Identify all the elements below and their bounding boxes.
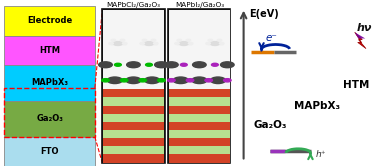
Bar xyxy=(169,10,230,89)
Circle shape xyxy=(140,43,144,44)
Text: Ga₂O₃: Ga₂O₃ xyxy=(36,114,63,123)
Bar xyxy=(169,122,230,130)
Bar xyxy=(103,130,164,138)
Circle shape xyxy=(192,77,207,84)
Circle shape xyxy=(151,39,156,41)
Circle shape xyxy=(99,62,112,68)
Circle shape xyxy=(211,77,226,84)
Circle shape xyxy=(205,79,212,82)
Circle shape xyxy=(113,42,122,45)
Circle shape xyxy=(217,39,222,41)
Text: HTM: HTM xyxy=(343,79,370,90)
Text: HTM: HTM xyxy=(39,46,60,55)
Circle shape xyxy=(164,62,178,68)
Bar xyxy=(5,101,95,137)
Circle shape xyxy=(144,42,153,45)
Circle shape xyxy=(120,39,125,41)
Circle shape xyxy=(109,43,113,44)
Bar xyxy=(103,10,164,89)
Circle shape xyxy=(122,43,127,44)
Circle shape xyxy=(179,42,188,45)
Text: Electrode: Electrode xyxy=(27,16,72,25)
Bar xyxy=(103,97,164,106)
Circle shape xyxy=(158,79,165,82)
Circle shape xyxy=(155,62,168,68)
Bar xyxy=(102,9,164,163)
Circle shape xyxy=(126,77,141,84)
Text: E(eV): E(eV) xyxy=(249,9,279,19)
Text: MAPbX₃: MAPbX₃ xyxy=(294,101,340,111)
Circle shape xyxy=(102,79,109,82)
Circle shape xyxy=(146,63,152,66)
Bar xyxy=(169,146,230,154)
Circle shape xyxy=(142,39,147,41)
Text: MAPbCl₂/Ga₂O₃: MAPbCl₂/Ga₂O₃ xyxy=(107,2,160,8)
Bar xyxy=(103,146,164,154)
Circle shape xyxy=(144,77,160,84)
Text: FTO: FTO xyxy=(40,147,59,156)
Circle shape xyxy=(153,43,158,44)
Circle shape xyxy=(192,62,206,68)
Circle shape xyxy=(186,79,194,82)
Polygon shape xyxy=(355,32,365,38)
Bar xyxy=(5,88,95,137)
Bar xyxy=(5,36,95,65)
Circle shape xyxy=(220,62,234,68)
Text: MAPbX₃: MAPbX₃ xyxy=(31,78,68,88)
Bar xyxy=(169,89,230,97)
Bar xyxy=(169,130,230,138)
Bar xyxy=(103,114,164,122)
Text: MAPbI₂/Ga₂O₃: MAPbI₂/Ga₂O₃ xyxy=(175,2,224,8)
Bar xyxy=(5,137,95,166)
Bar xyxy=(168,9,231,163)
Bar xyxy=(103,89,164,162)
Circle shape xyxy=(219,43,224,44)
Bar xyxy=(103,89,164,97)
Circle shape xyxy=(173,77,188,84)
Bar xyxy=(169,114,230,122)
Circle shape xyxy=(223,79,231,82)
Bar xyxy=(5,65,95,101)
Circle shape xyxy=(127,62,140,68)
Circle shape xyxy=(107,77,122,84)
Circle shape xyxy=(139,79,147,82)
Circle shape xyxy=(186,39,191,41)
Bar xyxy=(169,106,230,114)
Bar xyxy=(103,106,164,114)
Bar xyxy=(5,6,95,36)
Polygon shape xyxy=(355,32,366,49)
Circle shape xyxy=(212,63,218,66)
Circle shape xyxy=(167,79,175,82)
Circle shape xyxy=(180,63,187,66)
Bar xyxy=(169,97,230,106)
Circle shape xyxy=(211,42,219,45)
Bar xyxy=(169,89,230,162)
Text: Ga₂O₃: Ga₂O₃ xyxy=(253,120,287,130)
Text: e⁻: e⁻ xyxy=(266,33,278,43)
Circle shape xyxy=(120,79,128,82)
Circle shape xyxy=(188,43,193,44)
Circle shape xyxy=(177,39,181,41)
Text: h⁺: h⁺ xyxy=(316,150,327,159)
Bar xyxy=(103,154,164,162)
Circle shape xyxy=(175,43,179,44)
Circle shape xyxy=(111,39,116,41)
Text: hν: hν xyxy=(356,23,372,33)
Circle shape xyxy=(208,39,213,41)
Bar xyxy=(169,138,230,146)
Bar xyxy=(103,138,164,146)
Circle shape xyxy=(206,43,211,44)
Bar xyxy=(103,122,164,130)
Bar xyxy=(169,154,230,162)
Circle shape xyxy=(115,63,121,66)
